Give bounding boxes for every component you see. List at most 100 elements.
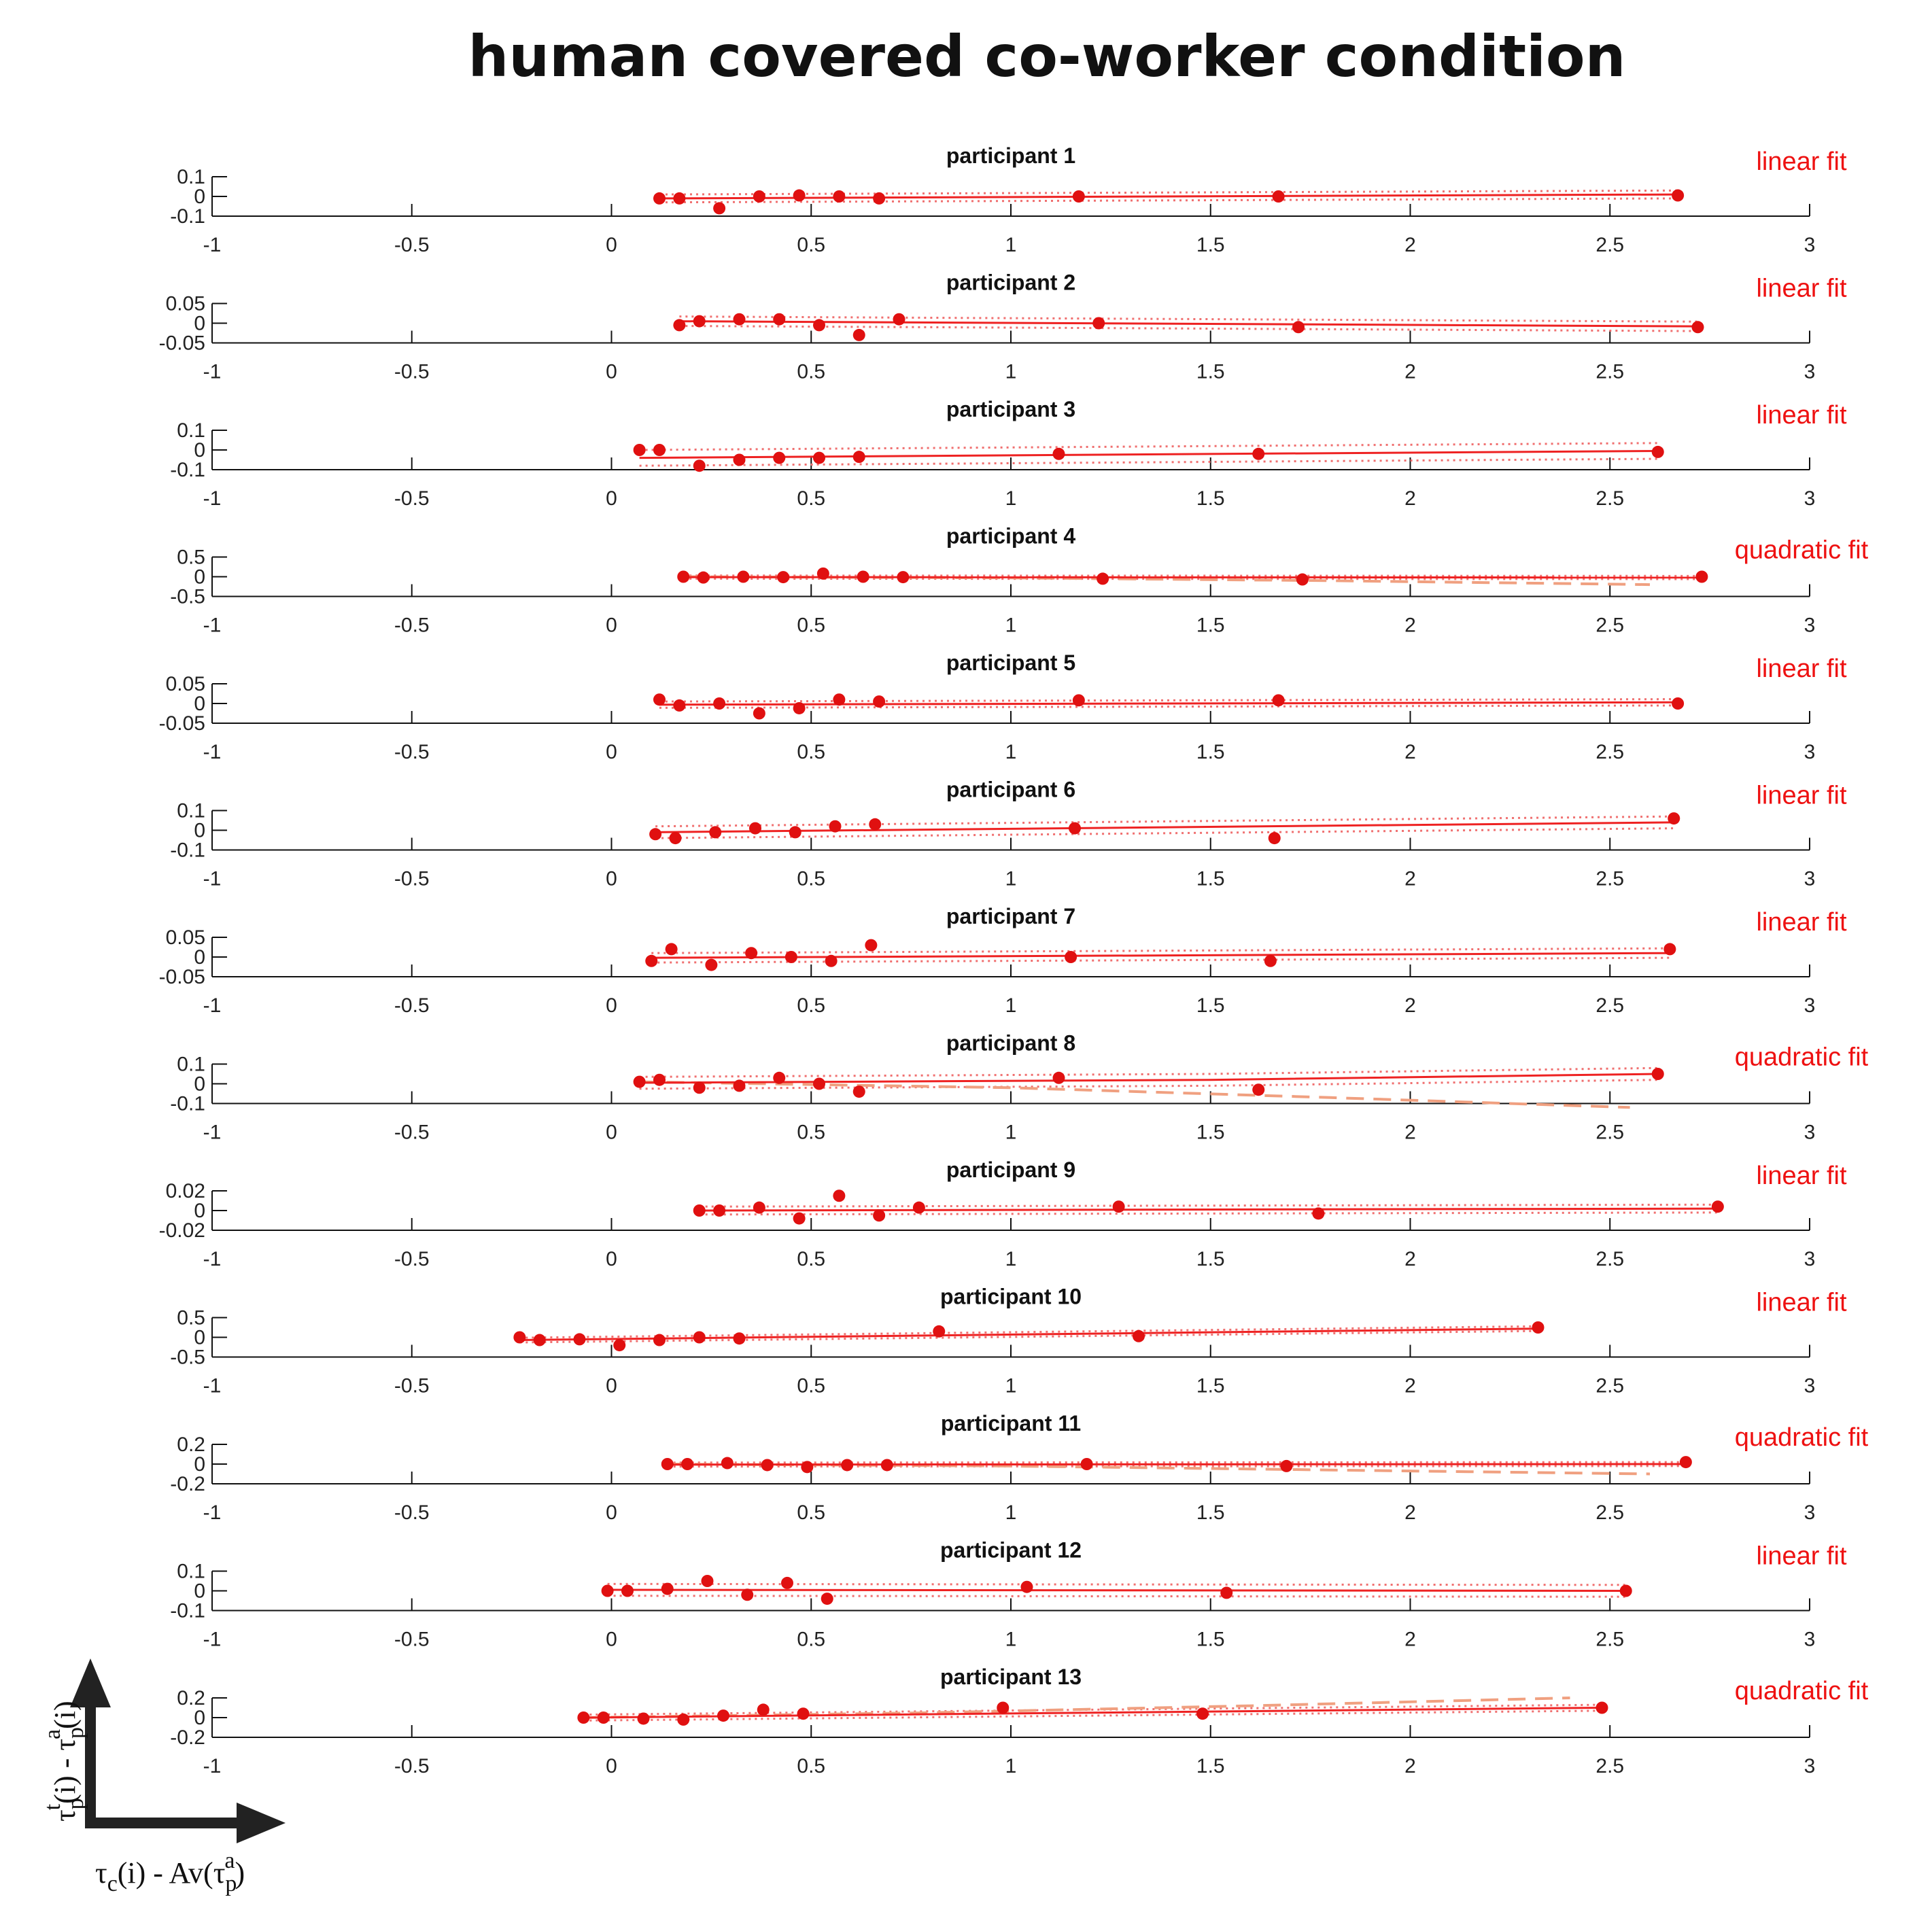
confidence-bound — [655, 815, 1674, 828]
x-tick-label: 0.5 — [797, 868, 825, 890]
data-point — [793, 189, 806, 202]
x-tick-label: -1 — [203, 1375, 222, 1397]
x-tick-label: 3 — [1804, 361, 1816, 383]
data-point — [705, 958, 718, 971]
data-point — [813, 1077, 825, 1090]
data-point — [852, 451, 865, 464]
fit-type-label: linear fit — [1756, 1289, 1846, 1317]
y-tick-label: 0 — [194, 820, 205, 842]
data-point — [761, 1459, 774, 1472]
data-point — [661, 1582, 674, 1595]
data-point — [1092, 317, 1105, 330]
x-tick-label: 2.5 — [1595, 1501, 1624, 1524]
y-tick-label: -0.2 — [170, 1726, 205, 1749]
confidence-bound — [683, 577, 1702, 580]
data-point — [933, 1325, 946, 1338]
data-point — [741, 1588, 754, 1601]
data-point — [1020, 1580, 1033, 1593]
data-point — [633, 1075, 646, 1088]
data-point — [677, 1713, 690, 1726]
fit-line — [655, 821, 1674, 833]
data-point — [789, 826, 801, 839]
y-tick-label: 0 — [194, 566, 205, 589]
x-tick-label: 3 — [1804, 741, 1816, 763]
data-point — [873, 192, 886, 205]
fit-type-label: linear fit — [1756, 147, 1846, 176]
x-tick-label: -0.5 — [394, 614, 430, 637]
y-tick-label: 0.05 — [166, 926, 205, 949]
data-point — [873, 1209, 886, 1222]
x-tick-label: 1 — [1005, 994, 1017, 1017]
x-tick-label: 0 — [606, 741, 617, 763]
data-point — [1072, 190, 1085, 203]
x-tick-label: 2.5 — [1595, 1375, 1624, 1397]
y-tick-label: -0.5 — [170, 586, 205, 608]
x-tick-label: 1.5 — [1196, 868, 1225, 890]
data-point — [777, 571, 790, 584]
fit-line — [659, 701, 1678, 706]
data-point — [1672, 189, 1685, 202]
fit-type-label: linear fit — [1756, 908, 1846, 937]
y-tick-label: 0.2 — [177, 1687, 205, 1709]
fit-type-label: linear fit — [1756, 401, 1846, 430]
confidence-bound — [639, 457, 1658, 467]
y-tick-label: 0.05 — [166, 293, 205, 315]
data-point — [880, 1459, 893, 1472]
x-tick-label: 3 — [1804, 1629, 1816, 1651]
data-point — [1069, 822, 1081, 835]
data-point — [637, 1712, 650, 1725]
x-tick-label: 0.5 — [797, 1122, 825, 1144]
fit-type-label: linear fit — [1756, 275, 1846, 303]
data-point — [1252, 1083, 1265, 1096]
x-tick-label: 1 — [1005, 1248, 1017, 1270]
x-tick-label: 3 — [1804, 1755, 1816, 1777]
data-point — [677, 570, 690, 583]
data-point — [753, 1201, 765, 1214]
y-tick-label: 0.1 — [177, 419, 205, 442]
data-point — [733, 1079, 746, 1092]
confidence-bound — [519, 1325, 1538, 1339]
panel-title: participant 4 — [946, 524, 1075, 549]
x-tick-label: 0.5 — [797, 234, 825, 256]
fit-type-label: linear fit — [1756, 782, 1846, 810]
axis-arrows — [70, 1658, 286, 1843]
x-tick-label: 2 — [1404, 741, 1416, 763]
x-tick-label: 1 — [1005, 614, 1017, 637]
data-point — [773, 1071, 786, 1084]
x-tick-label: 2 — [1404, 868, 1416, 890]
y-tick-label: -0.1 — [170, 1093, 205, 1115]
x-tick-label: 3 — [1804, 1122, 1816, 1144]
quadratic-fit-line — [583, 1697, 1570, 1719]
x-tick-label: 0 — [606, 614, 617, 637]
x-tick-label: -1 — [203, 234, 222, 256]
x-axis-label: τc(i) - Av(τpa) — [95, 1848, 245, 1896]
chart-title: human covered co-worker condition — [468, 23, 1626, 90]
x-tick-label: 0 — [606, 1375, 617, 1397]
data-point — [745, 947, 758, 960]
x-tick-label: 3 — [1804, 487, 1816, 510]
data-point — [816, 567, 829, 580]
y-axis-arrowhead — [70, 1658, 111, 1707]
x-tick-label: 0.5 — [797, 1501, 825, 1524]
data-point — [833, 693, 846, 706]
data-point — [784, 951, 797, 963]
x-tick-label: 0 — [606, 1248, 617, 1270]
data-point — [1651, 1068, 1664, 1080]
data-point — [997, 1701, 1010, 1714]
data-point — [709, 826, 722, 839]
panel-title: participant 8 — [946, 1031, 1075, 1056]
x-axis-arrowhead — [237, 1803, 286, 1843]
data-point — [681, 1458, 694, 1470]
confidence-bound — [639, 1079, 1658, 1090]
panel-title: participant 13 — [940, 1665, 1082, 1689]
x-tick-label: 1.5 — [1196, 614, 1225, 637]
confidence-bound — [651, 956, 1670, 964]
data-point — [825, 954, 838, 967]
data-point — [721, 1457, 734, 1470]
data-point — [665, 943, 678, 956]
y-tick-label: 0.2 — [177, 1433, 205, 1456]
fit-line — [639, 449, 1658, 459]
data-point — [801, 1461, 814, 1474]
